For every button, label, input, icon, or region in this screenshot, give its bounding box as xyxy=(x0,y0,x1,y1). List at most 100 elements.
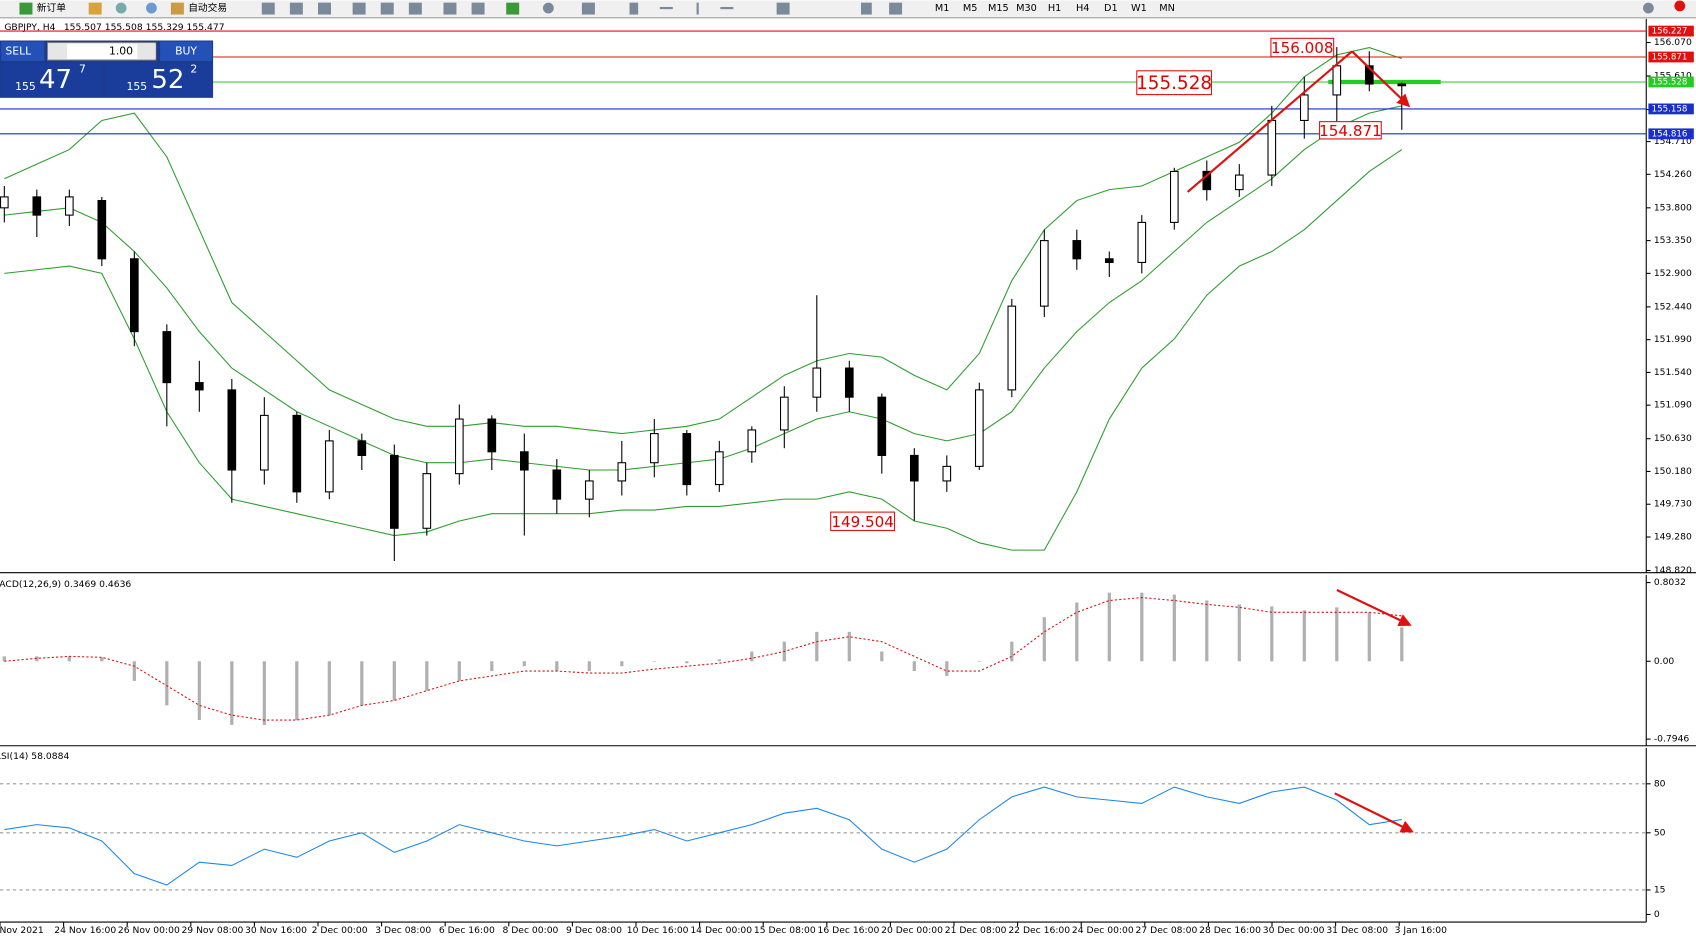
symbol: GBPJPY, H4 xyxy=(4,22,55,33)
auto-trading[interactable]: 自动交易 xyxy=(188,1,227,14)
icon[interactable] xyxy=(471,2,485,15)
candle-body xyxy=(942,465,952,482)
macd-bar xyxy=(522,661,526,667)
buy-price-big[interactable]: 155 xyxy=(127,80,148,93)
icon[interactable] xyxy=(261,2,275,15)
sell-price-big[interactable]: 155 xyxy=(15,80,36,93)
icon[interactable] xyxy=(889,2,903,15)
sell-price-box[interactable] xyxy=(1,63,102,97)
x-tick-label: 22 Dec 16:00 xyxy=(1008,925,1070,936)
price-annotation: 149.504 xyxy=(831,513,894,531)
sell-button[interactable] xyxy=(1,41,45,62)
y-tick-label: 0.00 xyxy=(1654,656,1675,667)
icon[interactable] xyxy=(542,2,554,14)
icon[interactable] xyxy=(720,6,734,10)
drawings xyxy=(1186,50,1414,833)
lot-value[interactable]: 1.00 xyxy=(109,44,133,57)
buy-price-frac[interactable]: 2 xyxy=(190,63,197,76)
sell-price-pips[interactable]: 47 xyxy=(39,65,72,95)
candle-body xyxy=(649,433,659,464)
timeframe-button[interactable]: W1 xyxy=(1131,3,1147,14)
icon[interactable] xyxy=(289,2,303,15)
icon[interactable] xyxy=(115,2,127,14)
candle-body xyxy=(129,258,139,333)
macd-bar xyxy=(295,661,299,721)
icon[interactable] xyxy=(1643,2,1654,14)
y-tick-label: 151.090 xyxy=(1654,400,1692,411)
icon[interactable] xyxy=(170,2,184,15)
candle-body xyxy=(1104,258,1114,263)
candle-body xyxy=(1267,119,1277,176)
quote: 155.507 155.508 155.329 155.477 xyxy=(64,22,225,33)
icon[interactable] xyxy=(88,2,102,15)
macd-bar xyxy=(1270,606,1274,662)
candle-body xyxy=(194,382,204,391)
macd-bar xyxy=(685,661,689,664)
macd-bar xyxy=(1400,627,1404,662)
timeframe-button[interactable]: M30 xyxy=(1016,3,1037,14)
y-tick-label: 0 xyxy=(1654,909,1660,920)
buy-price-pips[interactable]: 52 xyxy=(151,65,184,95)
macd-bar xyxy=(327,661,331,716)
sell-price-frac[interactable]: 7 xyxy=(79,63,86,76)
candle-body xyxy=(909,454,919,482)
new-order[interactable]: 新订单 xyxy=(37,1,66,14)
x-tick-label: 28 Dec 16:00 xyxy=(1199,925,1261,936)
candle-body xyxy=(877,396,887,456)
icon[interactable] xyxy=(776,2,790,15)
macd-bar xyxy=(392,661,396,701)
y-tick-label: 155.610 xyxy=(1654,71,1692,82)
timeframe-button[interactable]: MN xyxy=(1159,3,1175,14)
icon[interactable] xyxy=(629,2,639,15)
buy-price-box[interactable] xyxy=(104,63,212,97)
icon[interactable] xyxy=(1674,0,1686,12)
icon[interactable] xyxy=(318,2,331,15)
timeframe-button[interactable]: M1 xyxy=(935,3,950,14)
x-tick-label: 3 Dec 08:00 xyxy=(375,925,431,936)
timeframe-button[interactable]: H1 xyxy=(1048,3,1062,14)
x-tick-label: 9 Dec 08:00 xyxy=(566,925,622,936)
x-tick-label: 16 Dec 16:00 xyxy=(818,925,880,936)
icon[interactable] xyxy=(659,6,673,10)
macd-bar xyxy=(977,661,981,662)
macd-bar xyxy=(815,631,819,662)
icon[interactable] xyxy=(352,2,366,15)
sell-label[interactable]: SELL xyxy=(5,44,31,57)
x-tick-label: 14 Dec 00:00 xyxy=(690,925,752,936)
lot-up[interactable] xyxy=(137,43,156,59)
candle-body xyxy=(97,200,107,260)
icon[interactable] xyxy=(19,2,33,15)
timeframe-button[interactable]: M15 xyxy=(988,3,1009,14)
x-tick-label: 24 Dec 00:00 xyxy=(1072,925,1134,936)
icon[interactable] xyxy=(506,2,520,15)
icon[interactable] xyxy=(380,2,394,15)
icon[interactable] xyxy=(146,2,157,14)
y-tick-label: 156.070 xyxy=(1654,37,1692,48)
lot-down[interactable] xyxy=(48,43,68,59)
indicator-title: MACD(12,26,9) 0.3469 0.4636 xyxy=(0,579,131,590)
macd-bar xyxy=(1107,592,1111,662)
trend-arrow xyxy=(1186,50,1353,193)
icon[interactable] xyxy=(860,2,872,15)
macd-bar xyxy=(620,661,624,667)
buy-button[interactable] xyxy=(160,41,212,62)
macd-bar xyxy=(100,657,104,662)
macd-bar xyxy=(912,661,916,672)
candle-body xyxy=(1332,65,1342,96)
macd-bar xyxy=(652,661,656,662)
buy-label[interactable]: BUY xyxy=(175,44,197,57)
timeframe-button[interactable]: M5 xyxy=(963,3,978,14)
macd-bar xyxy=(1302,610,1306,662)
timeframe-button[interactable]: H4 xyxy=(1076,3,1090,14)
icon[interactable] xyxy=(581,2,595,15)
icon[interactable] xyxy=(408,2,422,15)
trend-arrow xyxy=(1336,589,1412,626)
macd-bar xyxy=(490,661,494,672)
x-tick-label: 30 Dec 00:00 xyxy=(1263,925,1325,936)
timeframe-button[interactable]: D1 xyxy=(1104,3,1118,14)
candle-body xyxy=(1202,170,1212,191)
macd-bar xyxy=(262,661,266,725)
icon[interactable] xyxy=(443,2,457,15)
icon[interactable] xyxy=(696,2,699,15)
